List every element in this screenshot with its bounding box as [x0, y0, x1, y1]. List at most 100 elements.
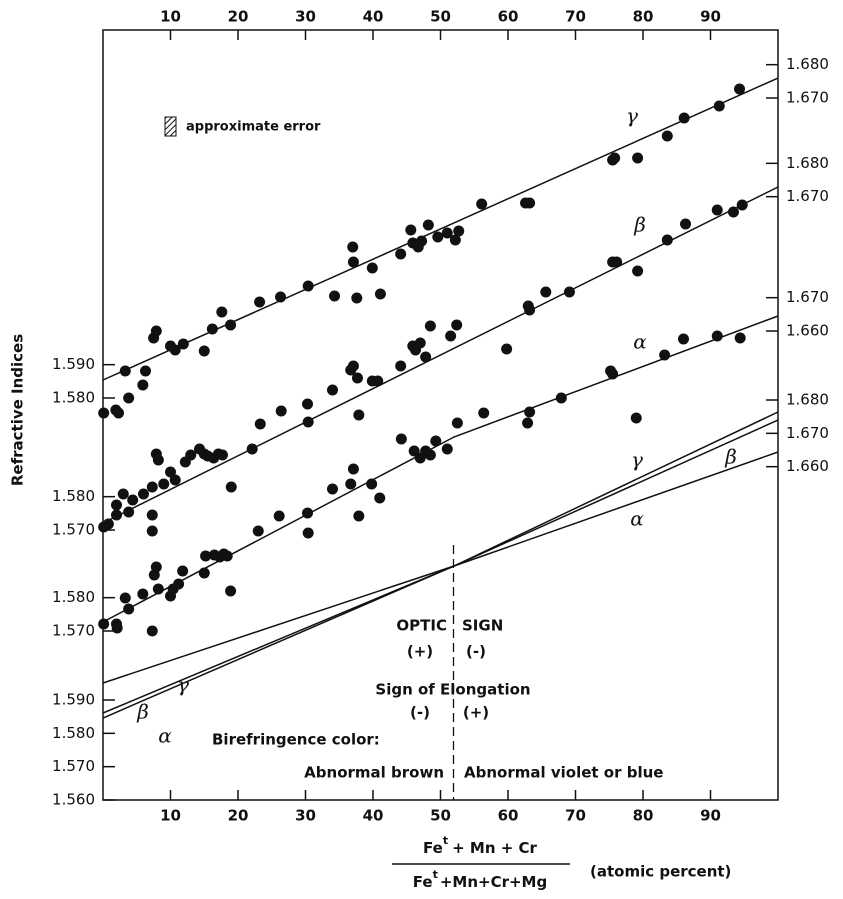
data-point [713, 100, 725, 112]
data-point [275, 291, 287, 303]
data-point [275, 405, 287, 417]
data-point [198, 345, 210, 357]
data-point [98, 407, 110, 419]
x-axis-numerator: Fet + Mn + Cr [423, 834, 537, 857]
x-tick-label: 30 [295, 8, 316, 26]
legend-label: approximate error [186, 120, 321, 135]
series-label: α [633, 330, 647, 354]
y-tick-label: 1.580 [52, 588, 95, 606]
data-point [127, 494, 139, 506]
data-point [152, 454, 164, 466]
data-point [501, 343, 513, 355]
data-point [678, 333, 689, 345]
data-point [453, 225, 465, 237]
data-point [225, 481, 237, 493]
data-point [449, 234, 461, 246]
x-tick-label: 60 [498, 8, 519, 26]
data-point [173, 578, 185, 590]
y2-tick-label: 1.680 [786, 55, 829, 73]
data-point [216, 449, 228, 461]
data-point [302, 280, 314, 292]
data-point [611, 256, 623, 268]
xlabel-part: +Mn+Cr+Mg [440, 873, 547, 891]
data-point [225, 319, 237, 331]
data-point [478, 407, 490, 419]
data-point [353, 510, 365, 522]
x-tick-label: 40 [363, 8, 384, 26]
data-point [150, 325, 162, 337]
data-point [138, 488, 149, 500]
y2-tick-label: 1.670 [786, 424, 829, 442]
x-tick-label: 10 [160, 8, 181, 26]
data-point [254, 296, 266, 308]
data-point [165, 466, 176, 478]
data-point [563, 286, 575, 298]
data-point [146, 525, 158, 537]
data-point [111, 622, 123, 634]
data-point [111, 509, 122, 521]
data-point [424, 320, 436, 332]
data-point [140, 365, 152, 377]
x-tick-label: 90 [700, 8, 721, 26]
data-point [302, 416, 314, 428]
data-point [113, 407, 125, 419]
data-point [609, 152, 621, 164]
y2-tick-label: 1.670 [786, 187, 829, 205]
annotation: (+) [407, 643, 433, 661]
data-point [146, 481, 158, 493]
data-point [420, 351, 432, 363]
data-point [221, 550, 233, 562]
data-point [366, 262, 378, 274]
annotation: Birefringence color: [212, 731, 380, 749]
annotation: (-) [410, 704, 430, 722]
x-tick-label: 80 [633, 807, 654, 825]
y-tick-label: 1.590 [52, 355, 95, 373]
series-label: β [633, 213, 646, 237]
data-point [347, 463, 359, 475]
x-tick-label: 20 [228, 807, 249, 825]
x-tick-label: 50 [430, 8, 451, 26]
data-point [119, 592, 131, 604]
data-point [123, 603, 135, 615]
x-tick-label: 50 [430, 807, 451, 825]
data-point [347, 360, 359, 372]
data-point [659, 349, 671, 361]
data-point [200, 550, 212, 562]
data-point [632, 265, 644, 277]
series-label: γ [626, 104, 638, 128]
data-point [302, 507, 314, 519]
xlabel-part: t [433, 868, 438, 881]
data-point [451, 319, 463, 331]
xlabel-part: Fe [423, 839, 443, 857]
y-tick-label: 1.570 [52, 622, 95, 640]
data-point [736, 199, 748, 211]
data-point [302, 527, 314, 539]
data-point [345, 478, 357, 490]
data-point [177, 565, 189, 577]
annotation: (-) [466, 643, 486, 661]
data-point [711, 204, 723, 216]
data-point [522, 417, 534, 429]
data-point [216, 306, 228, 318]
data-point [246, 443, 258, 455]
data-point [366, 478, 378, 490]
data-point [445, 330, 457, 342]
data-point [185, 449, 197, 461]
data-point [273, 510, 285, 522]
data-point [734, 332, 746, 344]
y-tick-label: 1.570 [52, 521, 95, 539]
data-point [225, 585, 237, 597]
x-tick-label: 90 [700, 807, 721, 825]
data-point [254, 418, 266, 430]
data-point [727, 206, 739, 218]
data-point [661, 130, 673, 142]
data-point [441, 227, 453, 239]
data-point [374, 288, 386, 300]
data-point [351, 372, 363, 384]
data-point [555, 392, 567, 404]
x-tick-label: 70 [565, 8, 586, 26]
data-point [302, 398, 314, 410]
data-point [146, 509, 158, 521]
x-axis-denominator: Fet +Mn+Cr+Mg [413, 868, 547, 891]
